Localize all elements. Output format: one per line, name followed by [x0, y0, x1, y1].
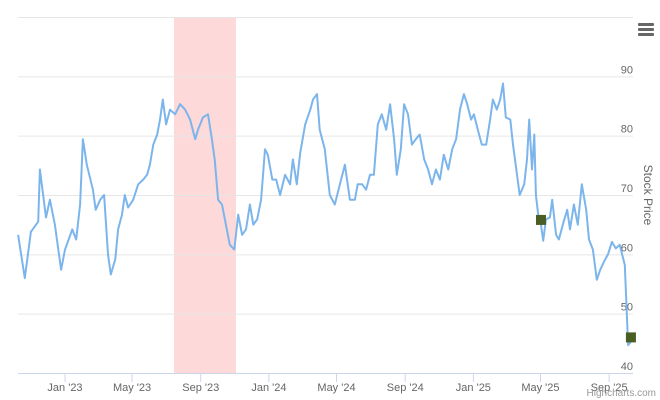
event-marker	[625, 332, 636, 343]
x-tick-label: May '23	[113, 382, 151, 394]
x-tick-label: May '24	[317, 382, 355, 394]
x-tick-label: Sep '24	[387, 382, 424, 394]
price-series-line	[17, 82, 632, 347]
y-tick-label: 40	[621, 361, 633, 373]
x-tick-label: May '25	[521, 382, 559, 394]
hamburger-menu-icon[interactable]	[634, 16, 658, 38]
y-axis-title: Stock Price	[641, 165, 655, 226]
x-tick-label: Jan '25	[456, 382, 491, 394]
x-tick-label: Sep '25	[591, 382, 628, 394]
y-tick-label: 70	[621, 183, 633, 195]
y-tick-label: 80	[621, 124, 633, 136]
x-tick-label: Sep '23	[182, 382, 219, 394]
credits-link[interactable]: Highcharts.com	[587, 388, 656, 399]
x-tick-label: Jan '24	[251, 382, 286, 394]
x-tick-label: Jan '23	[47, 382, 82, 394]
y-tick-label: 60	[621, 242, 633, 254]
y-tick-label: 90	[621, 64, 633, 76]
event-marker	[535, 214, 546, 225]
